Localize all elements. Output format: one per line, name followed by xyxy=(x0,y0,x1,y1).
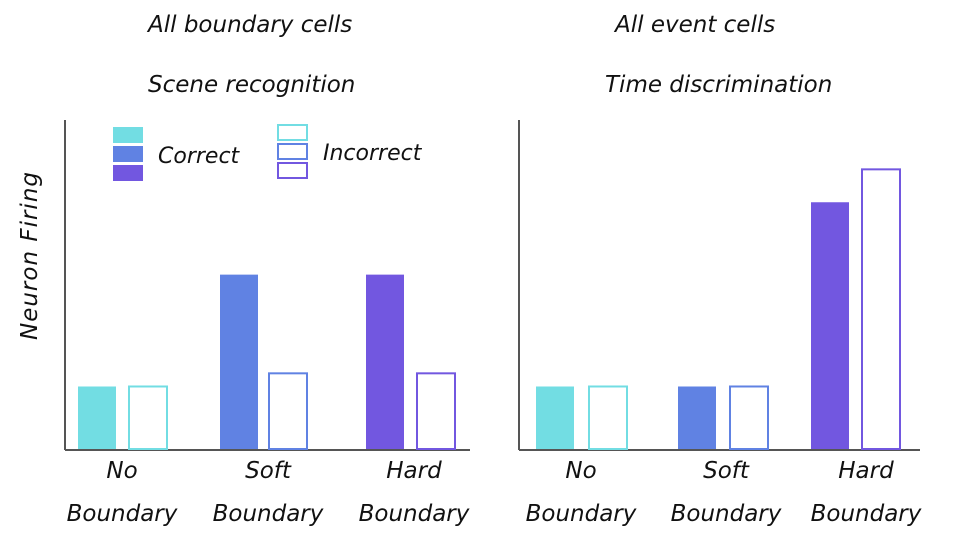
panel1-bar-soft-incorrect xyxy=(268,372,308,450)
panel1-title: All boundary cells xyxy=(146,12,352,38)
panel1-xtick-no-line1: No xyxy=(106,458,137,484)
panel1-xtick-soft-line2: Boundary xyxy=(213,501,324,527)
panel1-xtick-soft-line1: Soft xyxy=(245,458,292,484)
legend-swatch-correct-no xyxy=(113,127,143,143)
panel2-xtick-hard-line2: Boundary xyxy=(811,501,922,527)
legend-swatch-incorrect-soft xyxy=(277,143,308,160)
panel2-xticks: No Boundary Soft Boundary Hard Boundary xyxy=(526,458,922,527)
panel1-xticks: No Boundary Soft Boundary Hard Boundary xyxy=(67,458,470,527)
panel1-bar-hard-correct xyxy=(366,274,404,449)
legend: Correct Incorrect xyxy=(113,124,423,181)
panel1-bar-hard-incorrect xyxy=(416,372,456,450)
bars-layer xyxy=(78,168,901,450)
legend-swatch-correct-hard xyxy=(113,165,143,181)
panel2-bar-hard-correct xyxy=(811,202,849,449)
panel1-bar-no-correct xyxy=(78,386,116,449)
panel2-bar-soft-incorrect xyxy=(729,385,769,450)
panel2-xtick-hard-line1: Hard xyxy=(838,458,894,484)
legend-label-incorrect: Incorrect xyxy=(323,141,423,166)
panel2-subtitle: Time discrimination xyxy=(605,72,832,98)
panel2-xtick-soft-line1: Soft xyxy=(703,458,750,484)
panel2-bar-soft-correct xyxy=(678,386,716,449)
panel2-axes xyxy=(518,120,920,451)
panel1-xtick-no-line2: Boundary xyxy=(67,501,178,527)
legend-label-correct: Correct xyxy=(158,144,241,169)
legend-swatch-correct-soft xyxy=(113,146,143,162)
panel1-bar-no-incorrect xyxy=(128,385,168,450)
panel1-xtick-hard-line2: Boundary xyxy=(359,501,470,527)
panel2-bar-no-correct xyxy=(536,386,574,449)
legend-swatch-incorrect-no xyxy=(277,124,308,141)
panel2-xtick-no-line1: No xyxy=(565,458,596,484)
panel1-axes xyxy=(64,120,470,451)
legend-swatch-incorrect-hard xyxy=(277,162,308,179)
panel1-xtick-hard-line1: Hard xyxy=(386,458,442,484)
panel2-xtick-no-line2: Boundary xyxy=(526,501,637,527)
panel2-bar-hard-incorrect xyxy=(861,168,901,450)
panel2-bar-no-incorrect xyxy=(588,385,628,450)
panel1-subtitle: Scene recognition xyxy=(148,72,355,98)
panel2-title: All event cells xyxy=(613,12,775,38)
panel2-xtick-soft-line2: Boundary xyxy=(671,501,782,527)
y-axis-label: Neuron Firing xyxy=(17,171,43,340)
panel1-bar-soft-correct xyxy=(220,274,258,449)
